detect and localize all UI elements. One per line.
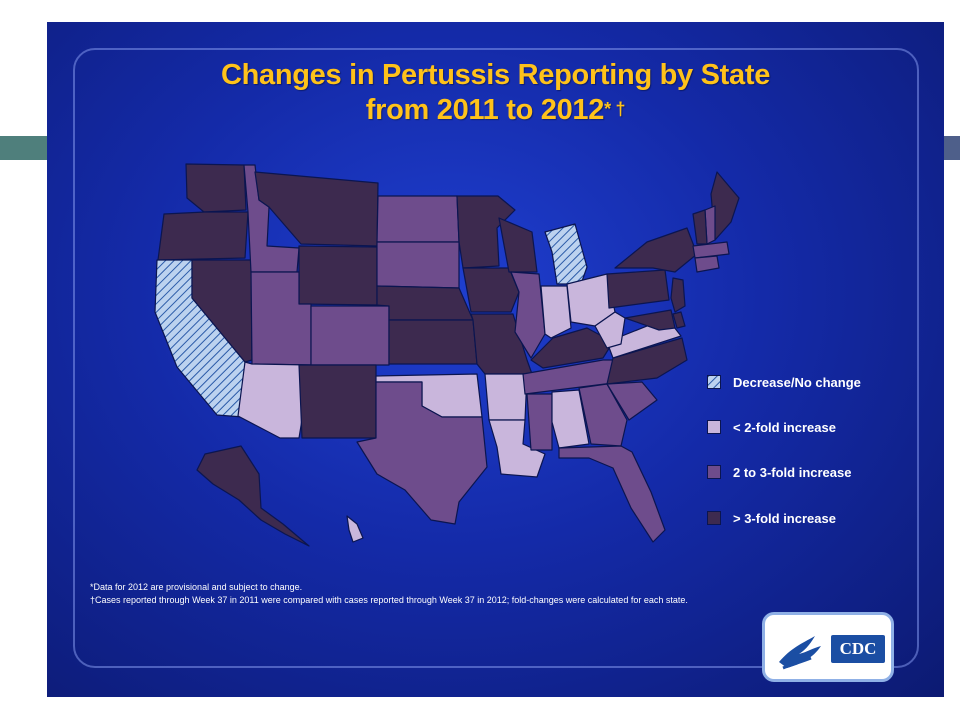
state-ia [462, 267, 520, 313]
state-wv [594, 311, 626, 349]
state-in [540, 285, 572, 339]
title-line-2: from 2011 to 2012 [365, 94, 605, 126]
us-map [154, 163, 740, 547]
state-sc [606, 381, 658, 421]
state-me [710, 171, 740, 241]
legend-item-2-3: 2 to 3-fold increase [707, 462, 927, 482]
state-al [551, 389, 590, 449]
state-nd [376, 195, 460, 243]
footnote-1: *Data for 2012 are provisional and subje… [90, 582, 303, 592]
legend-swatch-lt2 [707, 420, 721, 434]
footnotes: *Data for 2012 are provisional and subje… [90, 581, 710, 607]
state-ar [484, 373, 528, 421]
legend-swatch-gt3 [707, 511, 721, 525]
state-nc [606, 337, 688, 385]
state-wy [298, 245, 378, 306]
state-wi [498, 217, 538, 273]
state-ma [692, 241, 730, 259]
legend-label-decrease: Decrease/No change [733, 374, 861, 390]
state-mi [544, 223, 588, 285]
state-ct [694, 255, 720, 273]
state-sd [376, 241, 460, 289]
slide-frame [73, 48, 919, 668]
legend-item-gt3: > 3-fold increase [707, 508, 927, 528]
decorative-band-left [0, 136, 52, 160]
state-nv [191, 259, 253, 363]
state-pa [606, 269, 670, 309]
state-fl [558, 445, 666, 543]
state-ne [376, 285, 474, 321]
legend-label-lt2: < 2-fold increase [733, 419, 836, 435]
map-title: Changes in Pertussis Reporting by State … [47, 58, 944, 127]
state-il [510, 271, 546, 359]
state-vt [692, 209, 708, 245]
state-co [310, 305, 390, 366]
state-ms [526, 393, 553, 451]
state-tx [356, 381, 488, 525]
state-ny [614, 227, 698, 273]
state-or [157, 211, 249, 261]
state-ak [196, 445, 310, 547]
legend-swatch-2-3 [707, 465, 721, 479]
footnote-2: †Cases reported through Week 37 in 2011 … [90, 595, 688, 605]
state-ga [578, 383, 628, 447]
cdc-logo: CDC [762, 612, 894, 682]
state-nj [670, 277, 686, 313]
state-wa [185, 163, 247, 213]
legend-swatch-decrease [707, 375, 721, 389]
legend-label-2-3: 2 to 3-fold increase [733, 464, 852, 480]
state-nm [298, 364, 377, 439]
slide: Changes in Pertussis Reporting by State … [47, 22, 944, 697]
cdc-logo-text: CDC [831, 635, 885, 663]
state-la [488, 419, 546, 478]
state-mt [254, 171, 379, 247]
title-footnote-marks: * † [604, 99, 626, 119]
hhs-eagle-icon [779, 636, 821, 670]
state-ks [388, 319, 478, 365]
legend-item-decrease: Decrease/No change [707, 372, 927, 392]
state-mn [456, 195, 516, 269]
legend-item-lt2: < 2-fold increase [707, 417, 927, 437]
state-de [672, 311, 686, 329]
legend-label-gt3: > 3-fold increase [733, 510, 836, 526]
title-line-1: Changes in Pertussis Reporting by State [220, 59, 771, 91]
state-hi [346, 515, 364, 543]
state-md [624, 309, 676, 331]
